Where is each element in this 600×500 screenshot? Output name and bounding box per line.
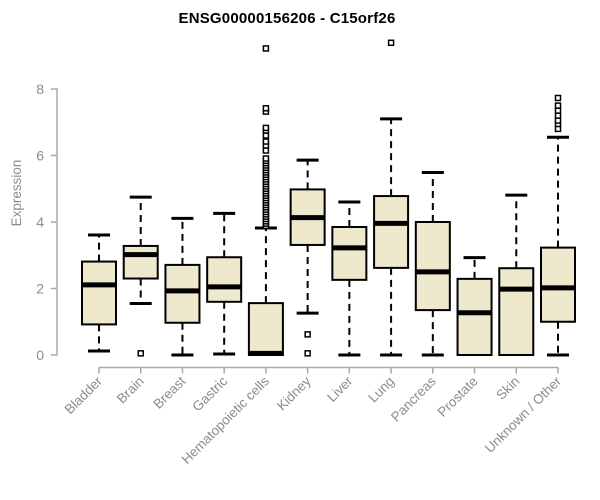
- x-tick-label-skin: Skin: [493, 374, 522, 403]
- box-hematopoietic-cells-outlier-point: [262, 138, 270, 145]
- box-hematopoietic-cells-outlier-point: [262, 155, 270, 162]
- box-brain-outlier-point: [137, 350, 144, 357]
- box-prostate-iqr: [456, 277, 493, 357]
- box-brain-iqr: [122, 244, 159, 280]
- box-unknown-other-outlier-point: [554, 102, 562, 109]
- box-unknown-other-outlier-point: [554, 94, 562, 102]
- x-tick-label-gastric: Gastric: [189, 373, 230, 414]
- x-tick-label-brain: Brain: [114, 374, 147, 407]
- x-tick-label-bladder: Bladder: [62, 373, 106, 417]
- chart-title: ENSG00000156206 - C15orf26: [178, 10, 396, 27]
- box-skin-iqr: [498, 267, 535, 356]
- box-lung-outlier-point: [387, 39, 395, 47]
- x-tick-label-pancreas: Pancreas: [388, 373, 439, 424]
- box-gastric-iqr: [206, 256, 243, 303]
- box-lung-iqr: [373, 195, 410, 269]
- x-tick-label-unknown-other: Unknown / Other: [482, 373, 565, 456]
- box-kidney-outlier-point: [304, 331, 311, 338]
- x-tick-label-lung: Lung: [365, 374, 397, 406]
- box-pancreas-iqr: [414, 221, 451, 312]
- box-unknown-other-iqr: [539, 246, 576, 323]
- box-hematopoietic-cells-outlier-point: [262, 124, 270, 132]
- box-bladder-iqr: [81, 260, 117, 326]
- box-hematopoietic-cells-outlier-point: [262, 105, 270, 112]
- x-tick-label-kidney: Kidney: [274, 373, 314, 413]
- box-hematopoietic-cells-iqr: [247, 302, 284, 357]
- box-kidney-outlier-point: [304, 350, 311, 357]
- y-tick-label: 0: [36, 347, 44, 363]
- x-tick-label-prostate: Prostate: [435, 374, 481, 420]
- y-tick-label: 4: [36, 214, 44, 230]
- y-tick-label: 2: [36, 281, 44, 297]
- box-breast-iqr: [164, 263, 201, 324]
- y-tick-label: 8: [36, 81, 44, 97]
- y-tick-label: 6: [36, 148, 44, 164]
- x-tick-label-liver: Liver: [324, 373, 356, 405]
- x-tick-label-breast: Breast: [150, 373, 188, 411]
- box-liver-iqr: [331, 225, 368, 281]
- box-hematopoietic-cells-outlier-point: [262, 45, 270, 52]
